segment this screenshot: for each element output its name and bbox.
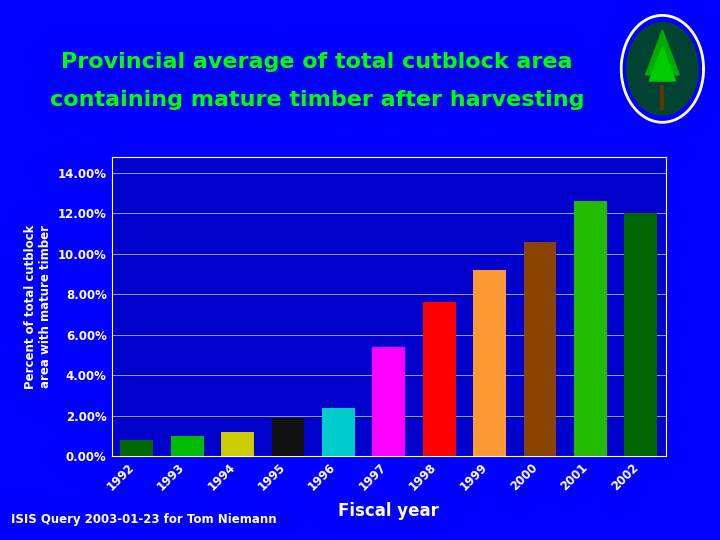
Bar bbox=[171, 436, 204, 456]
Bar bbox=[523, 241, 557, 456]
Bar bbox=[120, 440, 153, 456]
Text: ISIS Query 2003-01-23 for Tom Niemann: ISIS Query 2003-01-23 for Tom Niemann bbox=[11, 514, 276, 526]
Bar bbox=[473, 270, 506, 456]
Bar bbox=[423, 302, 456, 456]
Text: Provincial average of total cutblock area: Provincial average of total cutblock are… bbox=[61, 52, 572, 72]
Bar bbox=[271, 418, 305, 456]
Bar bbox=[221, 432, 254, 456]
Bar bbox=[574, 201, 607, 456]
Polygon shape bbox=[627, 23, 698, 115]
Y-axis label: Percent of total cutblock
area with mature timber: Percent of total cutblock area with matu… bbox=[24, 224, 52, 389]
Bar bbox=[372, 347, 405, 456]
Bar bbox=[624, 213, 657, 456]
Bar bbox=[322, 408, 355, 456]
Text: containing mature timber after harvesting: containing mature timber after harvestin… bbox=[50, 90, 584, 110]
Polygon shape bbox=[646, 30, 679, 75]
Polygon shape bbox=[649, 47, 675, 81]
X-axis label: Fiscal year: Fiscal year bbox=[338, 502, 439, 520]
